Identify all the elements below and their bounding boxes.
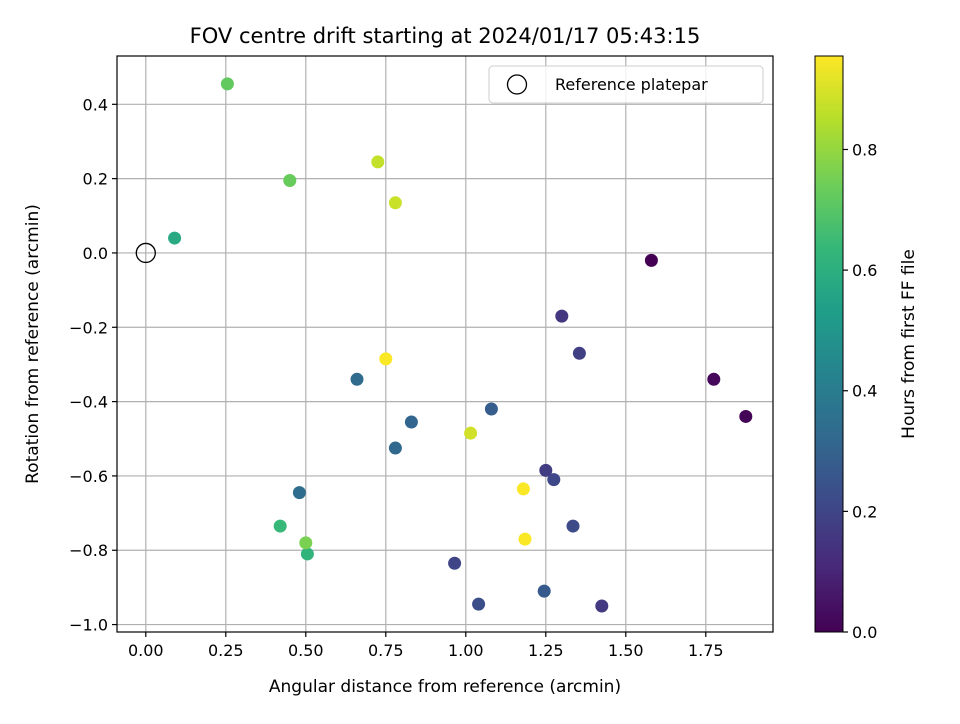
data-point bbox=[739, 409, 753, 423]
colorbar-tick-label: 0.8 bbox=[852, 140, 877, 159]
x-tick-label: 1.50 bbox=[608, 641, 644, 660]
legend-box bbox=[488, 65, 764, 104]
legend: Reference platepar bbox=[488, 65, 764, 104]
y-tick-label: 0.4 bbox=[83, 95, 108, 114]
data-point bbox=[388, 196, 402, 210]
data-point bbox=[539, 463, 553, 477]
data-point bbox=[595, 599, 609, 613]
colorbar-label: Hours from first FF file bbox=[899, 249, 919, 439]
y-tick-label: 0.0 bbox=[83, 244, 108, 263]
x-tick-label: 1.00 bbox=[448, 641, 484, 660]
data-point bbox=[516, 482, 530, 496]
data-point bbox=[168, 231, 182, 245]
y-axis-ticks: 0.4 0.2 0.0 −0.2 −0.4 −0.6 −0.8 −1.0 bbox=[69, 95, 117, 635]
colorbar-tick-label: 0.0 bbox=[852, 623, 877, 642]
data-point bbox=[537, 584, 551, 598]
data-point bbox=[371, 155, 385, 169]
data-point bbox=[299, 536, 313, 550]
colorbar-tick-label: 0.6 bbox=[852, 261, 877, 280]
data-point bbox=[572, 346, 586, 360]
colorbar-ticks: 0.0 0.2 0.4 0.6 0.8 bbox=[843, 140, 877, 642]
data-point bbox=[566, 519, 580, 533]
x-tick-label: 0.50 bbox=[288, 641, 324, 660]
data-point bbox=[283, 173, 297, 187]
reference-marker bbox=[135, 242, 156, 264]
data-point bbox=[547, 473, 561, 487]
x-tick-label: 1.75 bbox=[688, 641, 724, 660]
legend-marker-reference bbox=[506, 74, 528, 95]
y-tick-label: 0.2 bbox=[83, 170, 108, 189]
data-point bbox=[404, 415, 418, 429]
data-point bbox=[448, 556, 462, 570]
y-tick-label: −0.6 bbox=[69, 467, 108, 486]
data-point bbox=[379, 352, 393, 366]
colorbar-tick-label: 0.2 bbox=[852, 502, 877, 521]
data-point bbox=[644, 253, 658, 267]
x-axis-label: Angular distance from reference (arcmin) bbox=[269, 677, 621, 697]
plot-frame bbox=[116, 55, 774, 633]
x-tick-label: 1.25 bbox=[528, 641, 564, 660]
y-tick-label: −1.0 bbox=[69, 616, 108, 635]
chart-title: FOV centre drift starting at 2024/01/17 … bbox=[190, 24, 701, 48]
data-point bbox=[464, 426, 478, 440]
y-tick-label: −0.8 bbox=[69, 541, 108, 560]
x-tick-label: 0.00 bbox=[128, 641, 164, 660]
reference-point bbox=[135, 242, 156, 264]
data-point bbox=[220, 77, 234, 91]
legend-label-reference: Reference platepar bbox=[555, 75, 708, 94]
data-point bbox=[707, 372, 721, 386]
data-point bbox=[388, 441, 402, 455]
plot-area bbox=[117, 56, 773, 632]
data-point bbox=[555, 309, 569, 323]
data-points bbox=[168, 77, 753, 613]
data-point bbox=[292, 486, 306, 500]
data-point bbox=[518, 532, 532, 546]
data-point bbox=[300, 547, 314, 561]
colorbar-gradient bbox=[814, 55, 844, 633]
colorbar: 0.0 0.2 0.4 0.6 0.8 Hours from first FF file bbox=[814, 55, 919, 642]
data-point bbox=[350, 372, 364, 386]
x-tick-label: 0.25 bbox=[208, 641, 244, 660]
data-point bbox=[472, 597, 486, 611]
y-tick-label: −0.2 bbox=[69, 318, 108, 337]
y-tick-label: −0.4 bbox=[69, 393, 108, 412]
data-point bbox=[273, 519, 287, 533]
y-axis-label: Rotation from reference (arcmin) bbox=[23, 204, 43, 484]
data-point bbox=[484, 402, 498, 416]
colorbar-tick-label: 0.4 bbox=[852, 382, 877, 401]
x-axis-ticks: 0.00 0.25 0.50 0.75 1.00 1.25 1.50 1.75 bbox=[128, 632, 724, 660]
grid-lines bbox=[117, 56, 773, 632]
x-tick-label: 0.75 bbox=[368, 641, 404, 660]
